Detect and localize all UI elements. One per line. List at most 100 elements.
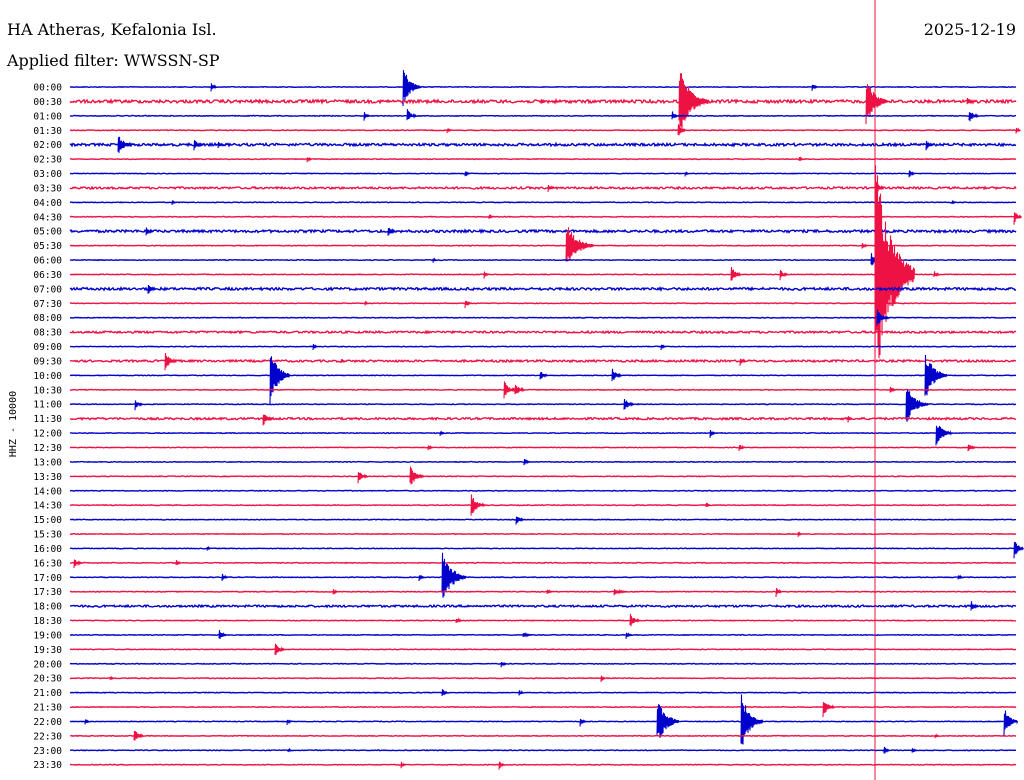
event-waveform: [340, 358, 345, 364]
trace-line: [69, 691, 1017, 694]
event-waveform: [464, 300, 471, 309]
trace-line: [69, 603, 1017, 609]
event-waveform: [402, 70, 422, 107]
event-waveform: [523, 459, 530, 466]
trace-line: [70, 345, 1017, 348]
event-waveform: [861, 242, 868, 249]
event-waveform: [876, 309, 890, 326]
row-time-label: 00:00: [33, 83, 62, 94]
row-time-label: 18:00: [33, 602, 62, 613]
event-waveform: [797, 531, 802, 537]
event-waveform: [441, 689, 448, 697]
trace-line: [70, 518, 1017, 521]
row-time-label: 04:30: [33, 212, 62, 223]
event-waveform: [738, 444, 745, 452]
row-time-label: 07:00: [33, 284, 62, 295]
event-waveform: [470, 494, 486, 516]
event-waveform: [908, 170, 915, 178]
event-waveform: [193, 140, 204, 151]
event-waveform: [889, 386, 896, 393]
row-time-label: 06:30: [33, 270, 62, 281]
event-waveform: [911, 748, 917, 753]
trace-line: [69, 129, 1017, 132]
event-waveform: [546, 589, 552, 595]
trace-line: [70, 316, 1017, 319]
row-time-label: 20:00: [33, 659, 62, 670]
trace-group: [69, 70, 1024, 770]
event-waveform: [705, 502, 711, 508]
event-waveform: [518, 689, 524, 696]
row-time-label: 20:30: [33, 674, 62, 685]
row-time-label: 01:30: [33, 126, 62, 137]
trace-line: [69, 273, 1017, 276]
row-time-label: 13:00: [33, 457, 62, 468]
trace-line: [69, 258, 1017, 262]
event-waveform: [500, 662, 507, 668]
trace-line: [69, 228, 1017, 235]
event-waveform: [145, 227, 154, 236]
row-time-label: 22:30: [33, 731, 62, 742]
event-waveform: [935, 425, 953, 446]
trace-line: [69, 734, 1017, 738]
trace-line: [69, 403, 1017, 406]
row-time-label: 09:30: [33, 356, 62, 367]
event-waveform: [262, 414, 274, 426]
row-time-label: 15:30: [33, 530, 62, 541]
event-waveform: [671, 111, 678, 120]
event-waveform: [503, 381, 516, 399]
row-time-label: 01:00: [33, 111, 62, 122]
event-waveform: [432, 257, 437, 263]
row-time-label: 16:00: [33, 544, 62, 555]
trace-line: [70, 446, 1017, 449]
row-time-label: 10:00: [33, 371, 62, 382]
row-time-label: 09:00: [33, 342, 62, 353]
trace-line: [69, 503, 1017, 507]
trace-line: [69, 763, 1017, 766]
event-waveform: [1003, 710, 1019, 736]
row-time-label: 19:00: [33, 630, 62, 641]
event-waveform: [73, 559, 82, 569]
trace-line: [69, 85, 1017, 89]
event-waveform: [387, 228, 396, 236]
event-waveform: [730, 266, 742, 281]
trace-line: [69, 677, 1017, 680]
trace-line: [69, 705, 1017, 709]
event-waveform: [540, 98, 546, 104]
event-waveform: [409, 466, 425, 485]
event-waveform: [147, 284, 156, 294]
event-waveform: [221, 573, 228, 581]
event-waveform: [811, 84, 818, 91]
trace-line: [69, 749, 1017, 752]
row-time-label: 06:00: [33, 256, 62, 267]
event-waveform: [274, 643, 285, 656]
trace-line: [69, 475, 1017, 478]
row-time-label: 04:00: [33, 198, 62, 209]
trace-line: [69, 561, 1016, 565]
event-waveform: [134, 400, 143, 411]
row-time-label: 02:00: [33, 140, 62, 151]
event-waveform: [1015, 127, 1021, 134]
event-waveform: [613, 588, 628, 596]
row-time-label: 05:30: [33, 241, 62, 252]
filter-label: Applied filter: WWSSN-SP: [7, 51, 220, 70]
event-waveform: [565, 227, 595, 262]
event-waveform: [441, 552, 467, 598]
row-label-group: 00:00 00:30 01:00 01:30 02:00 02:30 03:00 03:30…: [33, 83, 62, 772]
trace-line: [69, 302, 1016, 305]
event-waveform: [446, 127, 452, 134]
trace-line: [69, 141, 1017, 148]
trace-line: [69, 172, 1017, 175]
event-waveform: [464, 171, 470, 177]
row-time-label: 00:30: [33, 97, 62, 108]
event-waveform: [739, 358, 746, 366]
event-waveform: [210, 83, 217, 92]
event-waveform: [775, 587, 782, 598]
event-waveform: [709, 429, 716, 438]
trace-line: [69, 201, 1017, 204]
event-waveform: [951, 200, 956, 205]
row-time-label: 18:30: [33, 616, 62, 627]
event-waveform: [547, 185, 554, 193]
event-waveform: [287, 747, 292, 753]
event-waveform: [514, 384, 525, 395]
trace-line: [69, 329, 1017, 335]
